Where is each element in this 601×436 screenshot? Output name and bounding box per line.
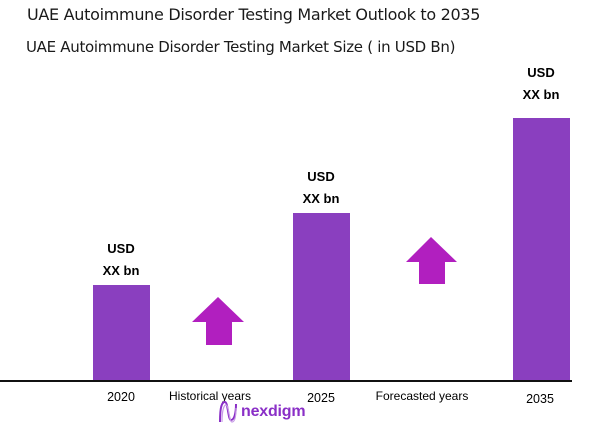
logo-text: nexdigm	[241, 403, 306, 420]
up-arrow-icon	[406, 237, 457, 284]
x-tick-2035: 2035	[526, 392, 554, 406]
bar-2035	[513, 118, 570, 381]
bar-label-currency: USD	[107, 241, 135, 256]
bar-label-value: XX bn	[522, 87, 560, 102]
x-tick-2020: 2020	[107, 390, 135, 404]
x-tick-2025: 2025	[307, 391, 335, 405]
nexdigm-wave-icon	[219, 400, 237, 423]
bar-label-value: XX bn	[302, 191, 340, 206]
bar-label-currency: USD	[307, 169, 335, 184]
chart-subtitle: UAE Autoimmune Disorder Testing Market S…	[26, 38, 456, 56]
bar-value-label-2025: USD XX bn	[281, 166, 361, 210]
historical-years-label: Historical years	[168, 389, 252, 403]
x-axis-line	[0, 380, 572, 382]
bar-value-label-2020: USD XX bn	[81, 238, 161, 282]
bar-label-value: XX bn	[102, 263, 140, 278]
chart-title: UAE Autoimmune Disorder Testing Market O…	[27, 5, 481, 24]
bar-2020	[93, 285, 150, 381]
bar-value-label-2035: USD XX bn	[501, 62, 581, 106]
forecasted-years-label: Forecasted years	[375, 389, 469, 403]
up-arrow-icon	[192, 297, 244, 345]
nexdigm-logo: nexdigm	[218, 400, 306, 424]
bar-2025	[293, 213, 350, 381]
bar-label-currency: USD	[527, 65, 555, 80]
